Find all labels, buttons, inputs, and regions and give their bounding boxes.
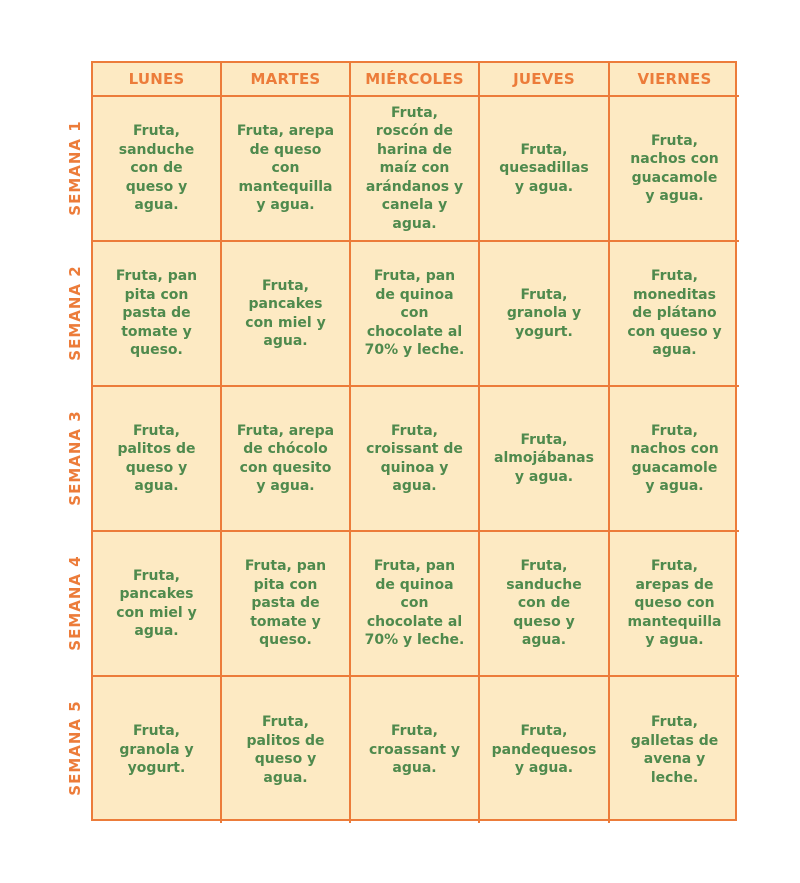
meal-cell-w2-viernes: Fruta, moneditas de plátano con queso y … — [610, 242, 739, 387]
meal-cell-w3-viernes: Fruta, nachos con guacamole y agua. — [610, 387, 739, 532]
meal-cell-w4-lunes: Fruta, pancakes con miel y agua. — [93, 532, 222, 677]
meal-cell-w4-jueves: Fruta, sanduche con de queso y agua. — [480, 532, 610, 677]
meal-cell-w1-martes: Fruta, arepa de queso con mantequilla y … — [222, 97, 351, 242]
week-label-2: SEMANA 2 — [66, 265, 84, 361]
meal-cell-w2-lunes: Fruta, pan pita con pasta de tomate y qu… — [93, 242, 222, 387]
weekly-snack-table: LUNES MARTES MIÉRCOLES JUEVES VIERNES Fr… — [91, 61, 739, 823]
meal-cell-w1-lunes: Fruta, sanduche con de queso y agua. — [93, 97, 222, 242]
header-martes: MARTES — [222, 63, 351, 97]
meal-cell-w3-martes: Fruta, arepa de chócolo con quesito y ag… — [222, 387, 351, 532]
week-label-3: SEMANA 3 — [66, 410, 84, 506]
meal-cell-w5-viernes: Fruta, galletas de avena y leche. — [630, 714, 719, 786]
meal-cell-w2-miercoles: Fruta, pan de quinoa con chocolate al 70… — [351, 242, 480, 387]
meal-cell-w4-miercoles: Fruta, pan de quinoa con chocolate al 70… — [351, 532, 480, 677]
meal-cell-w3-miercoles: Fruta, croissant de quinoa y agua. — [351, 387, 480, 532]
meal-cell-w2-jueves: Fruta, granola y yogurt. — [480, 242, 610, 387]
meal-cell-w5-jueves: Fruta, pandequesos y agua. — [480, 677, 610, 823]
meal-cell-w5-lunes: Fruta, granola y yogurt. — [93, 677, 222, 823]
header-viernes: VIERNES — [610, 63, 739, 97]
week-label-1: SEMANA 1 — [66, 120, 84, 216]
meal-cell-w5-miercoles: Fruta, croassant y agua. — [351, 677, 480, 823]
meal-cell-w4-martes: Fruta, pan pita con pasta de tomate y qu… — [222, 532, 351, 677]
meal-cell-w3-lunes: Fruta, palitos de queso y agua. — [93, 387, 222, 532]
week-label-5: SEMANA 5 — [66, 700, 84, 796]
meal-cell-w3-jueves: Fruta, almojábanas y agua. — [480, 387, 610, 532]
header-miercoles: MIÉRCOLES — [351, 63, 480, 97]
meal-cell-w5-martes: Fruta, palitos de queso y agua. — [222, 677, 351, 823]
meal-cell-w1-jueves: Fruta, quesadillas y agua. — [480, 97, 610, 242]
meal-cell-w1-miercoles: Fruta, roscón de harina de maíz con arán… — [351, 97, 480, 242]
meal-cell-w1-viernes: Fruta, nachos con guacamole y agua. — [610, 97, 739, 242]
header-jueves: JUEVES — [480, 63, 610, 97]
meal-cell-w4-viernes: Fruta, arepas de queso con mantequilla y… — [610, 532, 739, 677]
header-lunes: LUNES — [93, 63, 222, 97]
week-label-4: SEMANA 4 — [66, 555, 84, 651]
meal-cell-w2-martes: Fruta, pancakes con miel y agua. — [222, 242, 351, 387]
